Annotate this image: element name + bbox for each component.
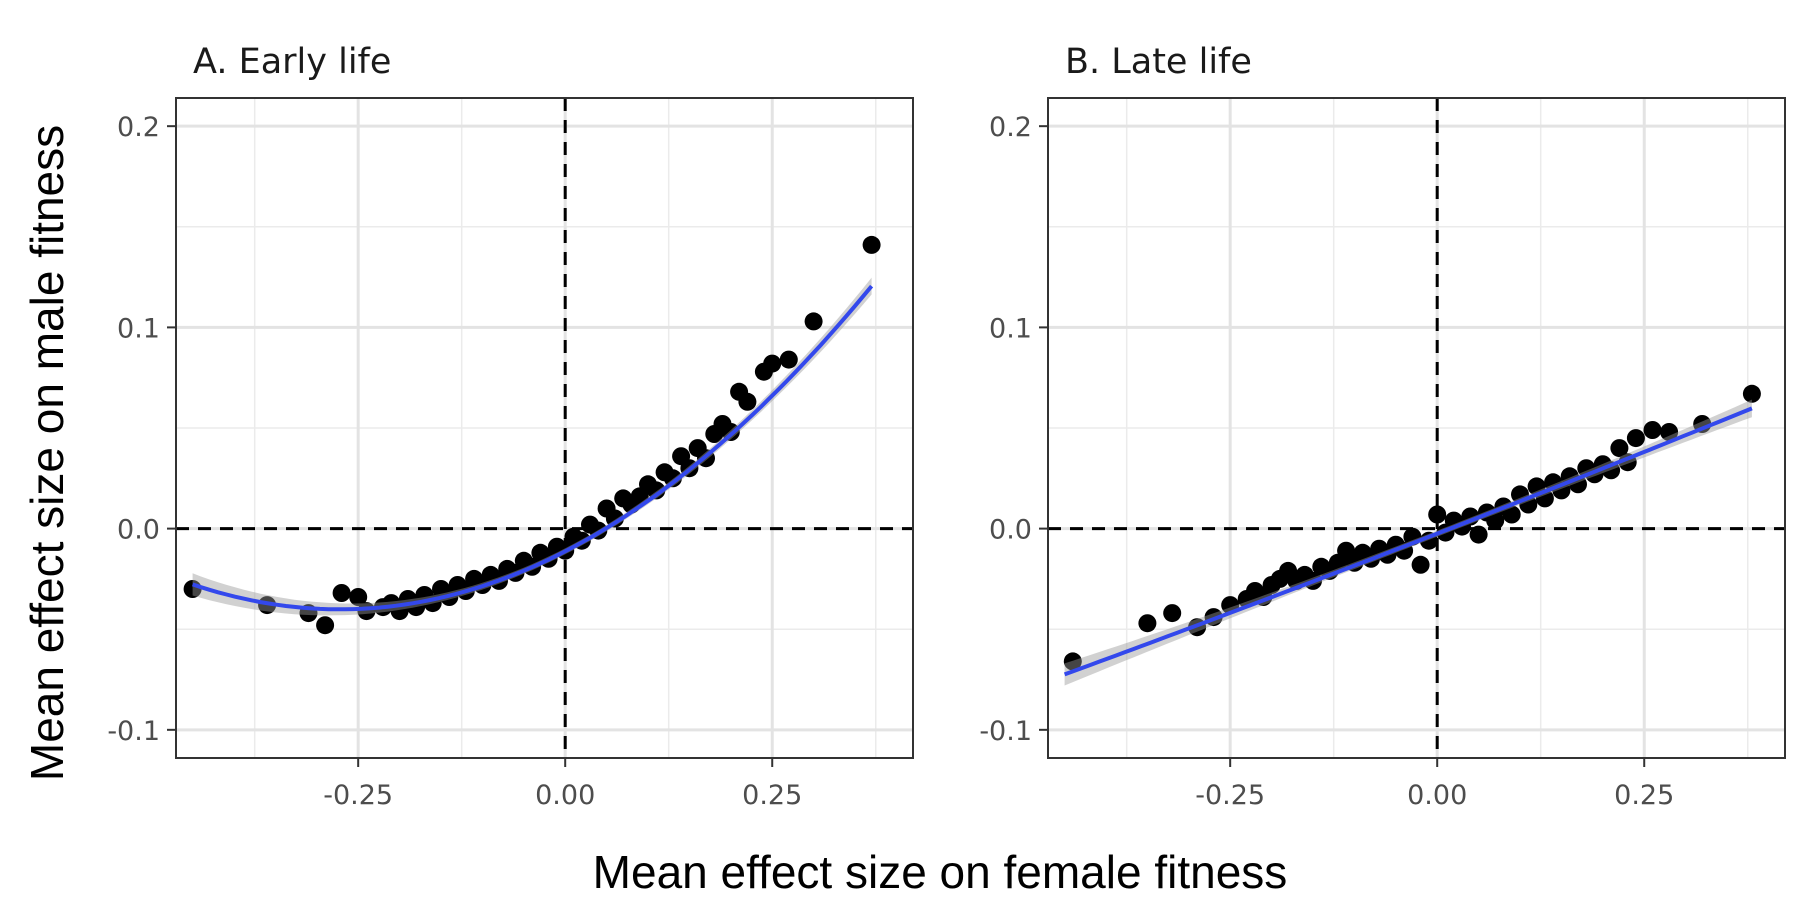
y-tick-label: 0.0 (117, 515, 160, 546)
data-point (862, 235, 881, 254)
y-tick-label: -0.1 (979, 716, 1032, 747)
fit-line (1063, 406, 1753, 677)
data-point (779, 350, 798, 369)
data-point (316, 616, 335, 635)
panel-title: B. Late life (1065, 42, 1252, 82)
y-axis-title: Mean effect size on male fitness (21, 125, 73, 781)
y-tick-label: 0.2 (989, 112, 1032, 143)
data-point (1163, 604, 1182, 623)
x-tick-label: -0.25 (323, 780, 393, 811)
fit-confidence-band (1064, 399, 1752, 686)
x-tick-label: 0.00 (1407, 780, 1467, 811)
data-point (1660, 423, 1679, 441)
data-point (1742, 384, 1761, 403)
x-tick-label: 0.00 (535, 780, 595, 811)
data-point (1626, 429, 1645, 448)
y-tick-label: 0.0 (989, 515, 1032, 546)
x-axis-title: Mean effect size on female fitness (593, 846, 1288, 898)
data-point (738, 392, 757, 411)
data-point (1469, 525, 1488, 544)
data-point (332, 584, 351, 602)
data-point (1643, 421, 1662, 439)
data-point (605, 509, 624, 528)
y-tick-label: 0.1 (117, 313, 160, 344)
data-point (1610, 439, 1629, 458)
data-point (1502, 505, 1521, 524)
data-point (804, 312, 823, 331)
data-point (1138, 614, 1157, 633)
panel-early-life: -0.1 0.0 0.1 0.2 -0.25 0.00 0.25 A. Early life (107, 42, 914, 811)
y-tick-label: -0.1 (107, 716, 160, 747)
panel-border (175, 97, 914, 759)
panel-late-life: -0.1 0.0 0.1 0.2 -0.25 0.00 0.25 B. Late life (979, 42, 1786, 811)
x-tick-label: 0.25 (742, 780, 802, 811)
fit-line (191, 284, 874, 612)
data-point (1411, 555, 1430, 574)
y-tick-label: 0.2 (117, 112, 160, 143)
panel-title: A. Early life (193, 42, 391, 82)
data-point (763, 354, 782, 373)
data-point (349, 588, 368, 606)
data-point (1428, 505, 1447, 524)
x-tick-label: 0.25 (1614, 780, 1674, 811)
data-point (663, 469, 682, 488)
x-tick-label: -0.25 (1195, 780, 1265, 811)
panel-border (1047, 97, 1786, 759)
y-tick-label: 0.1 (989, 313, 1032, 344)
data-point (1063, 652, 1082, 671)
data-point (647, 481, 666, 500)
data-point (1486, 511, 1505, 530)
